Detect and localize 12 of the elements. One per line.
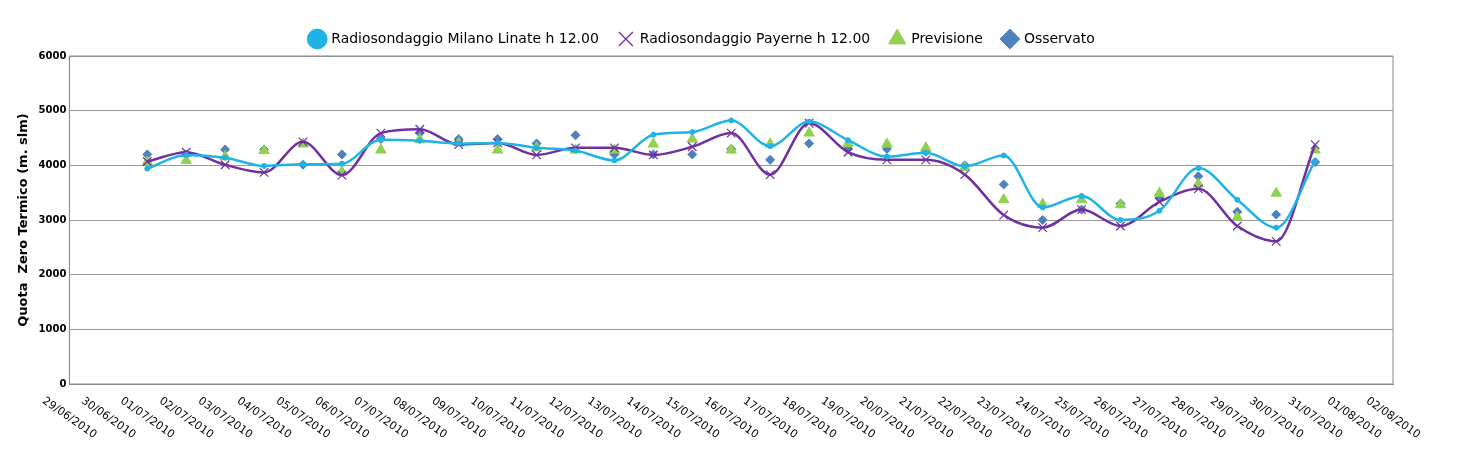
y-tick-label: 5000 <box>38 104 67 116</box>
y-tick-label: 2000 <box>38 268 67 280</box>
y-tick-label: 0 <box>59 377 67 389</box>
y-tick-label: 1000 <box>38 322 67 334</box>
y-tick-label: 3000 <box>38 213 67 225</box>
y-tick-label: 4000 <box>38 158 67 170</box>
y-axis-title: Quota Zero Termico (m. slm) <box>15 113 31 327</box>
legend-label: Osservato <box>1023 29 1095 46</box>
legend-label: Radiosondaggio Payerne h 12.00 <box>639 29 871 46</box>
legend-label: Radiosondaggio Milano Linate h 12.00 <box>331 29 599 46</box>
y-tick-label: 6000 <box>38 49 67 61</box>
legend-label: Previsione <box>911 29 983 46</box>
